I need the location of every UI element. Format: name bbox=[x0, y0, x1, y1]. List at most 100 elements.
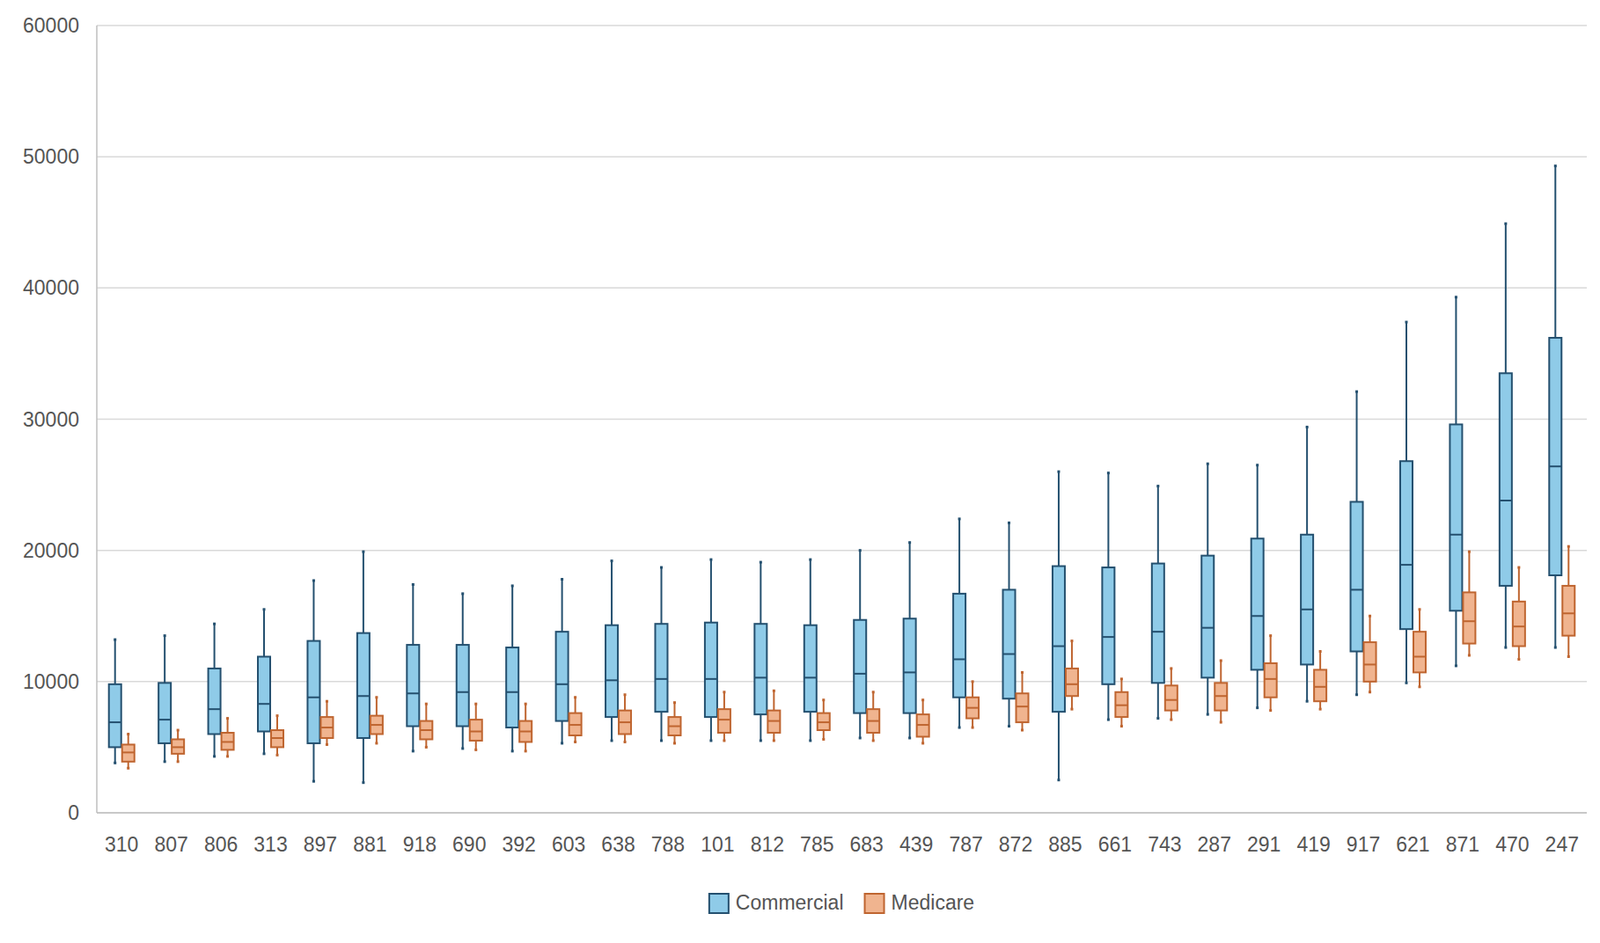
whisker-cap bbox=[759, 561, 763, 565]
whisker-cap bbox=[176, 760, 180, 764]
y-tick-label: 10000 bbox=[22, 670, 80, 694]
x-tick-label: 872 bbox=[998, 833, 1033, 857]
whisker-cap bbox=[1567, 655, 1571, 659]
whisker-lower bbox=[325, 738, 328, 745]
box bbox=[1165, 685, 1178, 711]
grid-line bbox=[96, 812, 1587, 815]
x-tick-label: 291 bbox=[1247, 833, 1281, 857]
whisker-lower bbox=[1071, 696, 1073, 710]
whisker-cap bbox=[660, 566, 663, 570]
whisker-lower bbox=[227, 749, 229, 756]
box bbox=[1499, 373, 1512, 587]
whisker-cap bbox=[461, 747, 464, 750]
box bbox=[1400, 461, 1413, 630]
y-tick-label: 20000 bbox=[22, 539, 80, 563]
x-tick-label: 897 bbox=[303, 833, 338, 857]
median bbox=[903, 671, 917, 674]
whisker-upper bbox=[673, 703, 676, 718]
median bbox=[1003, 653, 1016, 656]
box bbox=[1201, 556, 1214, 679]
whisker-lower bbox=[723, 733, 726, 742]
whisker-lower bbox=[425, 739, 427, 748]
whisker-lower bbox=[1504, 586, 1507, 648]
box bbox=[370, 716, 383, 735]
whisker-lower bbox=[411, 726, 414, 752]
median bbox=[122, 751, 135, 754]
median bbox=[1065, 683, 1079, 686]
whisker-lower bbox=[759, 714, 762, 742]
median bbox=[569, 724, 582, 727]
x-tick-label: 661 bbox=[1098, 833, 1132, 857]
median bbox=[767, 720, 780, 723]
whisker-lower bbox=[673, 735, 676, 744]
whisker-cap bbox=[560, 741, 564, 745]
whisker-cap bbox=[126, 733, 130, 736]
box bbox=[953, 594, 966, 698]
box bbox=[307, 641, 320, 744]
box bbox=[1065, 668, 1079, 697]
whisker-cap bbox=[1107, 471, 1110, 475]
whisker-cap bbox=[1567, 545, 1571, 549]
median bbox=[1152, 631, 1165, 633]
whisker-cap bbox=[1554, 164, 1557, 168]
x-tick-label: 806 bbox=[204, 833, 238, 857]
box bbox=[1251, 538, 1264, 670]
x-tick-label: 287 bbox=[1197, 833, 1232, 857]
median bbox=[718, 719, 731, 721]
whisker-lower bbox=[610, 717, 613, 742]
median bbox=[357, 695, 370, 698]
whisker-upper bbox=[475, 704, 478, 720]
whisker-lower bbox=[1057, 711, 1060, 781]
x-tick-label: 101 bbox=[700, 833, 734, 857]
whisker-upper bbox=[1206, 463, 1209, 556]
median bbox=[618, 721, 632, 724]
median bbox=[1499, 499, 1512, 502]
whisker-cap bbox=[474, 703, 478, 706]
median bbox=[1449, 534, 1462, 536]
whisker-lower bbox=[524, 741, 527, 751]
whisker-upper bbox=[1057, 471, 1060, 566]
whisker-cap bbox=[623, 693, 627, 697]
box bbox=[406, 645, 419, 727]
whisker-cap bbox=[1020, 671, 1024, 675]
box bbox=[966, 697, 979, 720]
whisker-cap bbox=[673, 741, 676, 745]
whisker-upper bbox=[462, 594, 464, 646]
box bbox=[419, 721, 433, 741]
box bbox=[1300, 535, 1314, 666]
legend: CommercialMedicare bbox=[709, 891, 975, 915]
whisker-lower bbox=[561, 721, 564, 744]
whisker-cap bbox=[1169, 667, 1173, 670]
whisker-lower bbox=[1306, 664, 1308, 702]
box bbox=[1115, 692, 1128, 718]
whisker-upper bbox=[822, 700, 825, 714]
whisker-upper bbox=[561, 579, 564, 632]
whisker-cap bbox=[1206, 713, 1210, 717]
box bbox=[469, 719, 483, 742]
whisker-lower bbox=[1418, 672, 1421, 687]
whisker-upper bbox=[276, 716, 279, 731]
whisker-cap bbox=[872, 739, 875, 742]
whisker-upper bbox=[1256, 465, 1259, 540]
whisker-cap bbox=[374, 741, 378, 745]
y-axis bbox=[95, 25, 98, 814]
whisker-cap bbox=[1206, 462, 1210, 466]
whisker-upper bbox=[127, 734, 130, 746]
x-tick-label: 787 bbox=[948, 833, 983, 857]
whisker-lower bbox=[1356, 652, 1358, 696]
whisker-lower bbox=[1008, 698, 1011, 727]
whisker-cap bbox=[425, 746, 428, 749]
box bbox=[1462, 592, 1476, 644]
whisker-upper bbox=[1107, 473, 1109, 568]
whisker-cap bbox=[474, 748, 478, 752]
whisker-upper bbox=[660, 567, 662, 624]
whisker-cap bbox=[1504, 646, 1507, 650]
whisker-cap bbox=[623, 741, 627, 744]
whisker-upper bbox=[411, 584, 414, 646]
whisker-upper bbox=[872, 692, 874, 710]
whisker-lower bbox=[1518, 646, 1520, 661]
whisker-cap bbox=[1219, 659, 1223, 662]
whisker-upper bbox=[1269, 636, 1272, 664]
whisker-cap bbox=[1120, 677, 1123, 681]
grid-line bbox=[96, 418, 1587, 421]
